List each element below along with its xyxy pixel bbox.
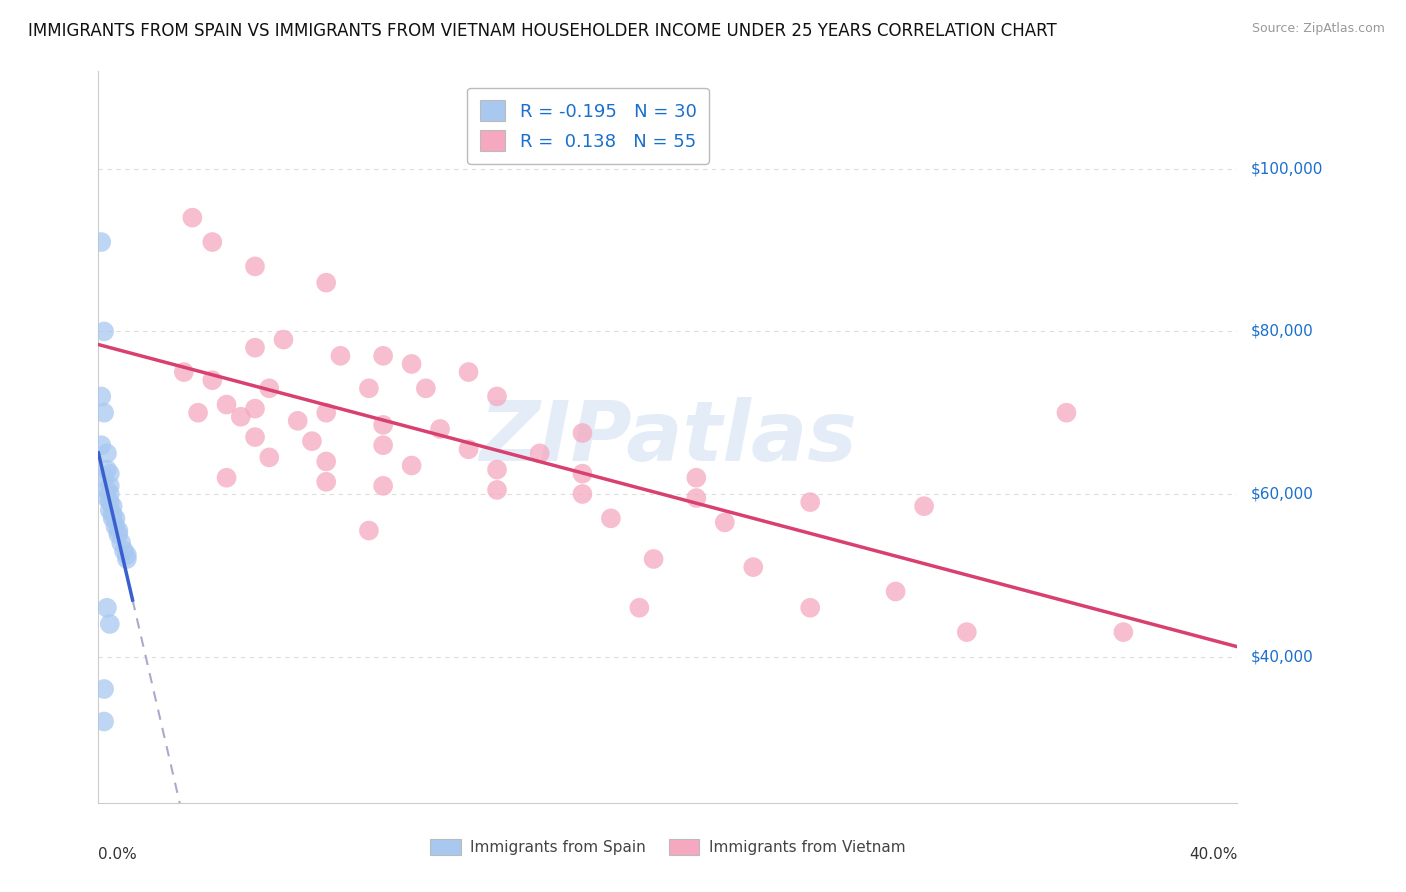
Point <box>93 681 115 696</box>
Point <box>373 349 395 363</box>
Point <box>415 381 437 395</box>
Point <box>259 381 281 395</box>
Text: 40.0%: 40.0% <box>1189 847 1237 862</box>
Point <box>90 389 112 403</box>
Point <box>201 235 224 249</box>
Point <box>107 527 129 541</box>
Text: Source: ZipAtlas.com: Source: ZipAtlas.com <box>1251 22 1385 36</box>
Text: $60,000: $60,000 <box>1251 486 1315 501</box>
Point <box>201 373 224 387</box>
Point <box>101 508 124 522</box>
Point <box>457 365 479 379</box>
Point <box>628 600 651 615</box>
Point <box>1112 625 1135 640</box>
Point <box>243 260 266 274</box>
Text: IMMIGRANTS FROM SPAIN VS IMMIGRANTS FROM VIETNAM HOUSEHOLDER INCOME UNDER 25 YEA: IMMIGRANTS FROM SPAIN VS IMMIGRANTS FROM… <box>28 22 1057 40</box>
Point <box>571 467 593 481</box>
Point <box>956 625 979 640</box>
Point <box>98 487 121 501</box>
Point <box>799 495 821 509</box>
Point <box>301 434 323 449</box>
Point <box>93 471 115 485</box>
Point <box>215 398 238 412</box>
Point <box>93 714 115 729</box>
Legend: Immigrants from Spain, Immigrants from Vietnam: Immigrants from Spain, Immigrants from V… <box>425 833 911 861</box>
Text: $100,000: $100,000 <box>1251 161 1323 177</box>
Point <box>742 560 765 574</box>
Point <box>685 491 707 505</box>
Point <box>401 458 423 473</box>
Point <box>96 600 118 615</box>
Point <box>486 462 509 476</box>
Point <box>181 211 204 225</box>
Point <box>912 499 935 513</box>
Text: 0.0%: 0.0% <box>98 847 138 862</box>
Point <box>600 511 623 525</box>
Text: $80,000: $80,000 <box>1251 324 1315 339</box>
Point <box>115 552 138 566</box>
Point <box>685 471 707 485</box>
Point <box>799 600 821 615</box>
Point <box>110 535 132 549</box>
Point <box>98 495 121 509</box>
Point <box>98 479 121 493</box>
Point <box>93 325 115 339</box>
Point <box>243 401 266 416</box>
Point <box>643 552 665 566</box>
Point <box>96 462 118 476</box>
Point <box>486 389 509 403</box>
Point <box>571 425 593 440</box>
Text: ZIPatlas: ZIPatlas <box>479 397 856 477</box>
Point <box>429 422 451 436</box>
Point <box>104 519 127 533</box>
Point <box>315 475 337 489</box>
Point <box>96 483 118 497</box>
Point <box>187 406 209 420</box>
Point <box>98 467 121 481</box>
Point <box>315 276 337 290</box>
Point <box>243 430 266 444</box>
Point <box>1056 406 1078 420</box>
Point <box>714 516 737 530</box>
Point <box>173 365 195 379</box>
Point <box>93 406 115 420</box>
Point <box>329 349 352 363</box>
Point <box>101 511 124 525</box>
Point <box>101 499 124 513</box>
Point <box>96 446 118 460</box>
Point <box>529 446 551 460</box>
Point <box>486 483 509 497</box>
Point <box>315 454 337 468</box>
Point <box>96 491 118 505</box>
Point <box>98 503 121 517</box>
Point <box>315 406 337 420</box>
Point <box>115 548 138 562</box>
Point <box>571 487 593 501</box>
Point <box>457 442 479 457</box>
Point <box>357 381 380 395</box>
Point <box>112 544 135 558</box>
Point <box>243 341 266 355</box>
Point <box>287 414 309 428</box>
Point <box>104 511 127 525</box>
Text: $40,000: $40,000 <box>1251 649 1315 664</box>
Point <box>259 450 281 465</box>
Point <box>229 409 252 424</box>
Point <box>273 333 295 347</box>
Point <box>107 524 129 538</box>
Point <box>357 524 380 538</box>
Point <box>884 584 907 599</box>
Point <box>90 438 112 452</box>
Point <box>90 235 112 249</box>
Point <box>401 357 423 371</box>
Point <box>373 479 395 493</box>
Point <box>373 417 395 432</box>
Point <box>215 471 238 485</box>
Point <box>98 617 121 632</box>
Point <box>373 438 395 452</box>
